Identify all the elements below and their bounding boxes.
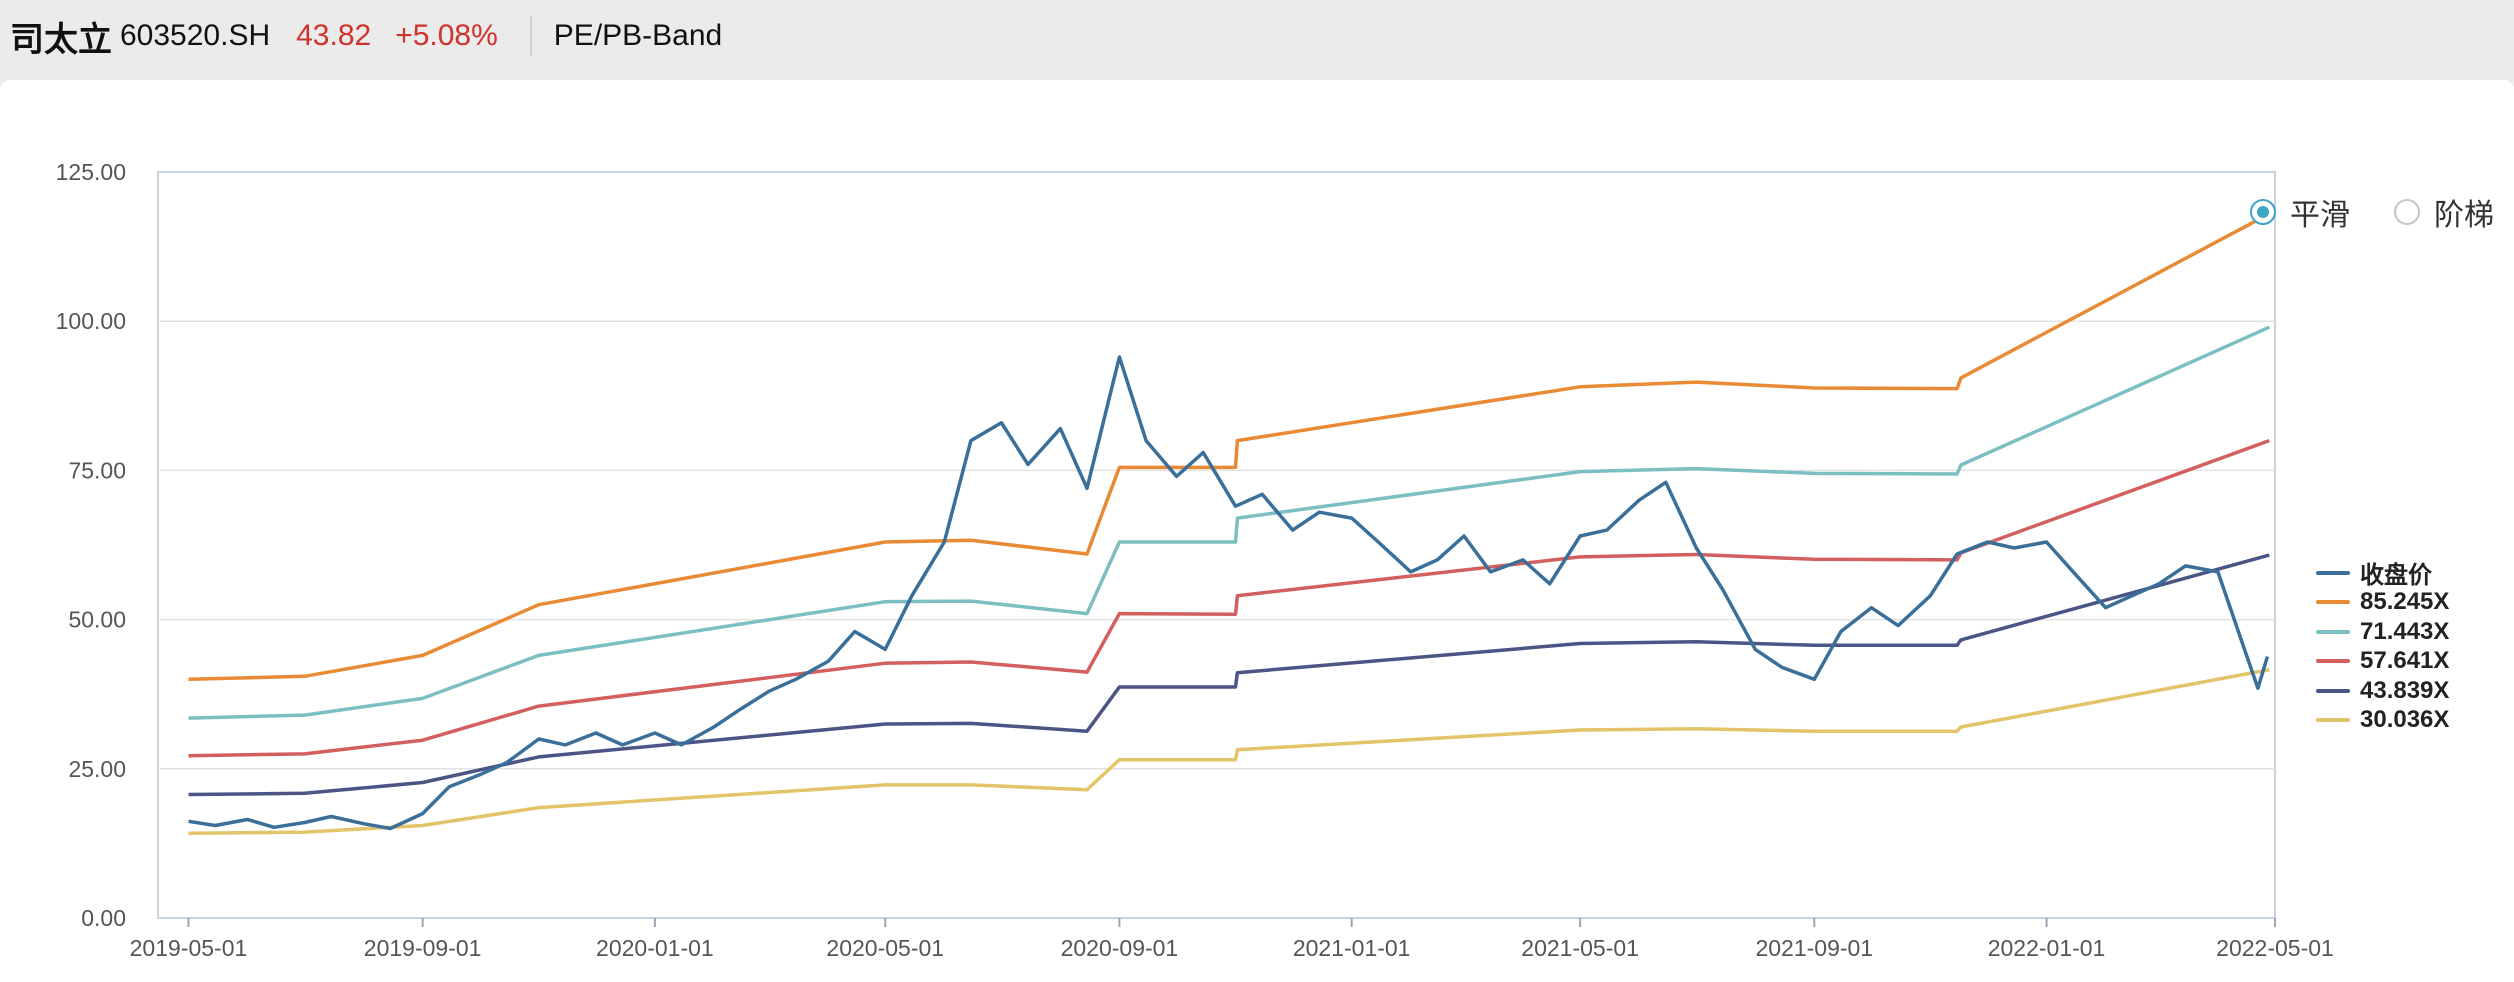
series-layer xyxy=(188,212,2271,836)
y-tick-label: 0.00 xyxy=(81,905,126,931)
radio-smooth-label: 平滑 xyxy=(2290,199,2350,232)
series-line-1 xyxy=(188,212,2271,682)
y-tick-label: 25.00 xyxy=(68,756,126,782)
legend-item[interactable]: 43.839X xyxy=(2316,676,2449,706)
legend-item[interactable]: 收盘价 xyxy=(2316,558,2449,590)
display-mode-toggle: 平滑 阶梯 xyxy=(2250,190,2494,234)
legend-swatch xyxy=(2316,659,2350,664)
x-tick-label: 2022-05-01 xyxy=(2216,935,2334,961)
x-tick-label: 2020-05-01 xyxy=(826,935,944,961)
stock-name: 司太立 xyxy=(10,20,112,59)
chart-panel: 0.00 25.00 50.00 75.00 100.00 125.00 2019-05-0… xyxy=(0,80,2514,982)
legend-label: 43.839X xyxy=(2360,676,2450,704)
x-tick-label: 2022-01-01 xyxy=(1988,935,2106,961)
radio-step-label: 阶梯 xyxy=(2434,199,2494,232)
legend-swatch xyxy=(2316,718,2350,723)
stock-change: +5.08% xyxy=(395,19,498,52)
legend-swatch xyxy=(2316,600,2350,605)
x-tick-label: 2019-05-01 xyxy=(130,935,248,961)
series-line-2 xyxy=(188,325,2271,720)
series-line-3 xyxy=(188,438,2270,758)
series-line-4 xyxy=(188,553,2270,797)
legend-item[interactable]: 30.036X xyxy=(2316,706,2449,736)
chart-legend: 收盘价 85.245X 71.443X 57.641X 43.839X 30.036X xyxy=(2316,558,2449,735)
y-tick-label: 75.00 xyxy=(68,457,126,483)
radio-unchecked-icon xyxy=(2394,199,2420,225)
series-line-0 xyxy=(188,355,2270,831)
legend-item[interactable]: 71.443X xyxy=(2316,617,2449,647)
y-tick-label: 100.00 xyxy=(56,308,126,334)
x-tick-label: 2019-09-01 xyxy=(364,935,482,961)
stock-header: 司太立 603520.SH 43.82 +5.08% PE/PB-Band xyxy=(0,0,2514,72)
x-tick-label: 2020-09-01 xyxy=(1061,935,1179,961)
x-tick-label: 2021-09-01 xyxy=(1755,935,1873,961)
x-tick-label: 2021-05-01 xyxy=(1521,935,1639,961)
legend-swatch xyxy=(2316,688,2350,693)
legend-label: 85.245X xyxy=(2360,588,2450,616)
legend-label: 收盘价 xyxy=(2360,562,2432,590)
legend-label: 30.036X xyxy=(2360,706,2450,734)
tab-pe-pb-band[interactable]: PE/PB-Band xyxy=(553,19,723,52)
legend-swatch xyxy=(2316,629,2350,634)
grid-layer xyxy=(157,171,2276,919)
legend-item[interactable]: 57.641X xyxy=(2316,647,2449,677)
x-tick-label: 2020-01-01 xyxy=(596,935,714,961)
plot-frame xyxy=(157,171,2276,919)
radio-step[interactable]: 阶梯 xyxy=(2394,190,2494,234)
tick-layer: 0.00 25.00 50.00 75.00 100.00 125.00 2019-05-0… xyxy=(56,159,2334,961)
stock-price: 43.82 xyxy=(296,19,372,52)
y-tick-label: 50.00 xyxy=(68,607,126,633)
series-line-5 xyxy=(188,667,2270,836)
legend-swatch xyxy=(2316,570,2350,575)
y-tick-label: 125.00 xyxy=(56,159,126,185)
stock-code: 603520.SH xyxy=(120,19,271,52)
x-tick-label: 2021-01-01 xyxy=(1293,935,1411,961)
legend-label: 57.641X xyxy=(2360,647,2450,675)
pe-band-chart: 0.00 25.00 50.00 75.00 100.00 125.00 2019-05-0… xyxy=(56,159,2334,961)
radio-smooth[interactable]: 平滑 xyxy=(2250,190,2350,234)
header-divider xyxy=(529,16,532,56)
radio-checked-icon xyxy=(2250,199,2276,225)
legend-item[interactable]: 85.245X xyxy=(2316,588,2449,618)
legend-label: 71.443X xyxy=(2360,617,2450,645)
